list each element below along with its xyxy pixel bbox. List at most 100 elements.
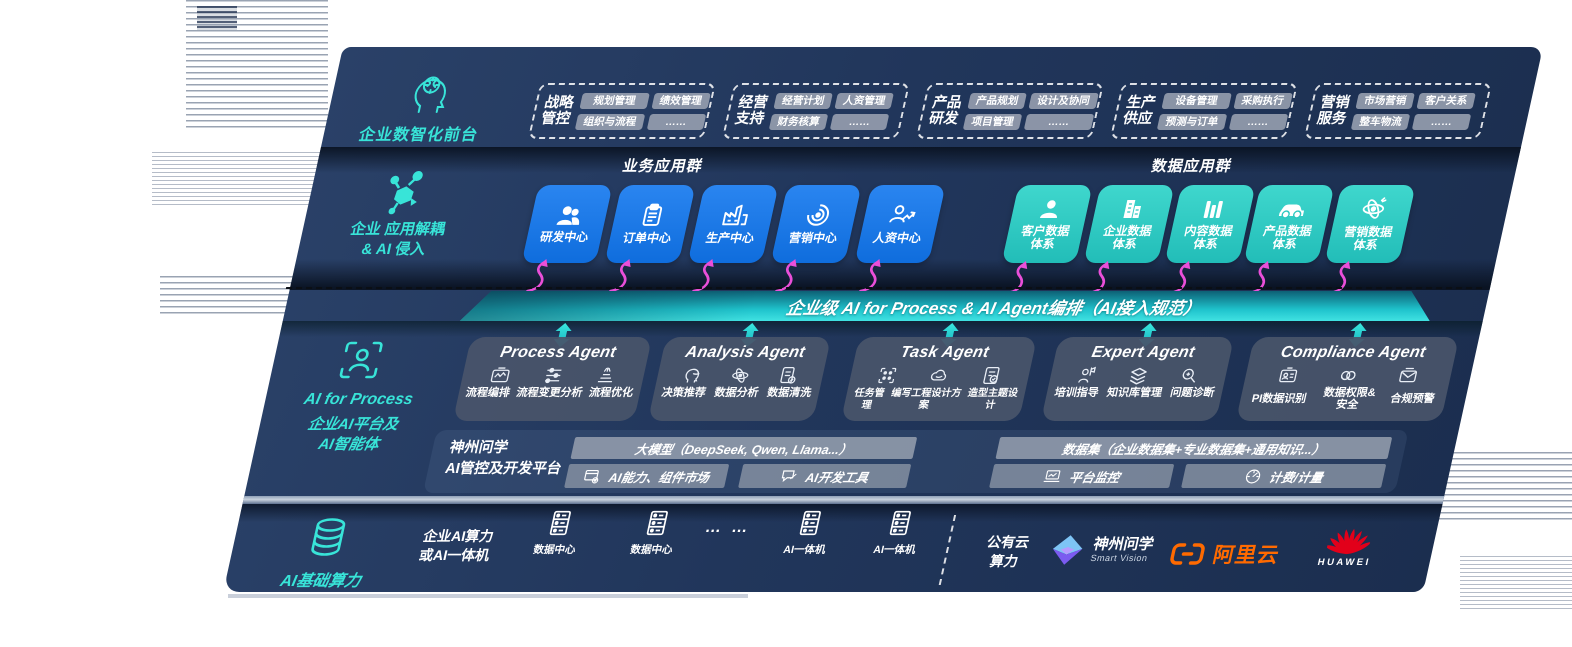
front-pill: 组织与流程: [574, 113, 645, 130]
agent-card-task: Task Agent 任务管理 编写工程设计方案 造型主题设计: [840, 337, 1038, 421]
agent-name: Expert Agent: [1090, 344, 1197, 361]
cell-platform-monitoring: 平台监控: [989, 464, 1175, 488]
front-pill: 客户关系: [1416, 92, 1476, 109]
front-pill: 人资管理: [834, 92, 894, 109]
flow-arrow-magenta: [775, 259, 797, 293]
data-box-label: 企业数据 体系: [1102, 223, 1154, 252]
front-group-operation: 经营 支持 经营计划 人资管理 财务核算 ……: [721, 83, 911, 139]
monitor-chart-icon: [1043, 469, 1061, 482]
flow-arrow-magenta: [1247, 261, 1270, 295]
window-gear-icon: [584, 469, 600, 483]
server-rack-icon: [646, 510, 668, 536]
vendor-name: 神州问学: [1091, 536, 1156, 553]
front-pill: 项目管理: [962, 113, 1023, 130]
chat-pen-icon: [782, 469, 797, 482]
glitch-block-top-left: [197, 6, 237, 30]
front-pill: ……: [646, 113, 706, 130]
diagnose-icon: [1182, 368, 1196, 383]
flow-arrow-magenta: [692, 259, 714, 293]
enterprise-compute-label: 企业AI算力 或AI一体机: [417, 528, 496, 563]
permission-link-icon: [1340, 370, 1356, 381]
agent-item: 合规预警: [1389, 392, 1436, 405]
front-pill: 整车物流: [1350, 113, 1411, 130]
agent-item: 编写工程设计方案: [890, 388, 963, 411]
front-pill: 经营计划: [773, 92, 833, 109]
vendor-name: HUAWEI: [1316, 557, 1372, 568]
agent-item: 任务管理: [853, 388, 886, 411]
data-box-label: 营销数据 体系: [1342, 224, 1394, 253]
gauge-icon: [1245, 469, 1261, 483]
front-group-supply: 生产 供应 设备管理 采购执行 预测与订单 ……: [1109, 83, 1299, 139]
agent-card-compliance: Compliance Agent PI数据识别 数据权限&安全 合规预警: [1235, 337, 1460, 421]
vendor-name: 阿里云: [1210, 544, 1282, 567]
front-office-label: 企业数智化前台: [357, 127, 480, 144]
business-box-label: 营销中心: [787, 231, 839, 246]
glitch-stripes-right-mid: [1438, 452, 1572, 524]
vendor-aliyun: 阿里云: [1166, 539, 1283, 569]
node-datacenter-2: 数据中心: [615, 509, 696, 557]
brain-head-icon: [403, 69, 455, 115]
data-atom-icon: [732, 368, 749, 383]
infra-label: AI基础算力: [278, 573, 363, 590]
business-box-production: 生产中心: [687, 185, 779, 263]
agent-item: 流程优化: [587, 387, 635, 399]
shenzhou-logo-icon: [1052, 535, 1083, 565]
front-group-title: 战略 管控: [539, 95, 576, 127]
decouple-label-line1: 企业 应用解耦: [348, 221, 447, 238]
layer-bevel-2: [289, 259, 1497, 290]
front-pill: 绩效管理: [650, 92, 711, 109]
decision-head-icon: [685, 368, 700, 383]
flow-arrow-magenta: [526, 259, 548, 293]
agent-item: PI数据识别: [1250, 392, 1308, 405]
front-pill: 产品规划: [967, 92, 1027, 109]
agent-name: Compliance Agent: [1279, 344, 1428, 361]
data-box-customer: 客户数据 体系: [1001, 185, 1093, 263]
layer-divider-light: [242, 496, 1445, 504]
data-box-label: 产品数据 体系: [1262, 223, 1314, 252]
agent-name: Task Agent: [898, 344, 991, 361]
glitch-stripes-top-left: [186, 0, 328, 128]
agent-item: 造型主题设计: [966, 388, 1019, 411]
agent-card-expert: Expert Agent 培训指导 知识库管理 问题诊断: [1040, 337, 1235, 421]
business-box-label: 人资中心: [871, 231, 923, 246]
cell-ai-dev-tools: AI开发工具: [738, 464, 912, 488]
front-group-title: 生产 供应: [1121, 95, 1158, 127]
platform-label: 神州问学 AI管控及开发平台: [443, 440, 563, 477]
data-box-label: 客户数据 体系: [1020, 223, 1072, 252]
data-box-enterprise: 企业数据 体系: [1083, 185, 1175, 263]
agent-item: 流程变更分析: [515, 387, 584, 399]
data-clean-icon: [780, 366, 796, 384]
dataset-bar: 数据集（企业数据集+专业数据集+通用知识...）: [995, 437, 1393, 459]
cell-billing-metering: 计费/计量: [1181, 464, 1387, 488]
cloud-design-icon: [931, 369, 947, 381]
front-pill: 设计及协同: [1028, 92, 1099, 109]
database-icon: [304, 517, 351, 559]
cell-ai-capability-market: AI能力、组件市场: [564, 464, 730, 488]
flow-arrow-magenta: [1087, 261, 1110, 295]
data-box-label: 内容数据 体系: [1183, 223, 1235, 252]
business-box-marketing: 营销中心: [770, 185, 862, 263]
flow-orchestration-icon: [490, 367, 510, 383]
theme-design-icon: [982, 366, 1000, 385]
business-box-rd: 研发中心: [521, 185, 613, 263]
ai-platform-label-line2: 企业AI平台及: [306, 416, 400, 433]
agent-item: 数据清洗: [765, 387, 813, 399]
front-pill: ……: [829, 113, 890, 130]
glitch-stripes-right-low: [1460, 556, 1572, 612]
business-box-label: 订单中心: [621, 231, 673, 246]
agent-item: 流程编排: [464, 387, 512, 399]
alert-mail-icon: [1399, 367, 1418, 383]
aliyun-logo-icon: [1170, 543, 1205, 565]
front-group-title: 产品 研发: [927, 95, 964, 127]
bottom-edge-line: [228, 594, 748, 598]
front-group-title: 经营 支持: [733, 95, 770, 127]
node-ai-appliance-1: AI一体机: [768, 509, 849, 557]
business-box-label: 研发中心: [538, 230, 590, 245]
front-pill: 市场营销: [1355, 92, 1415, 109]
layer-bevel-3: [279, 321, 1483, 337]
business-box-order: 订单中心: [604, 185, 696, 263]
agent-item: 知识库管理: [1105, 387, 1164, 399]
ai-for-process-label: AI for Process: [302, 391, 415, 408]
vendor-huawei: HUAWEI: [1316, 525, 1378, 568]
flow-arrow-magenta: [1005, 261, 1028, 295]
